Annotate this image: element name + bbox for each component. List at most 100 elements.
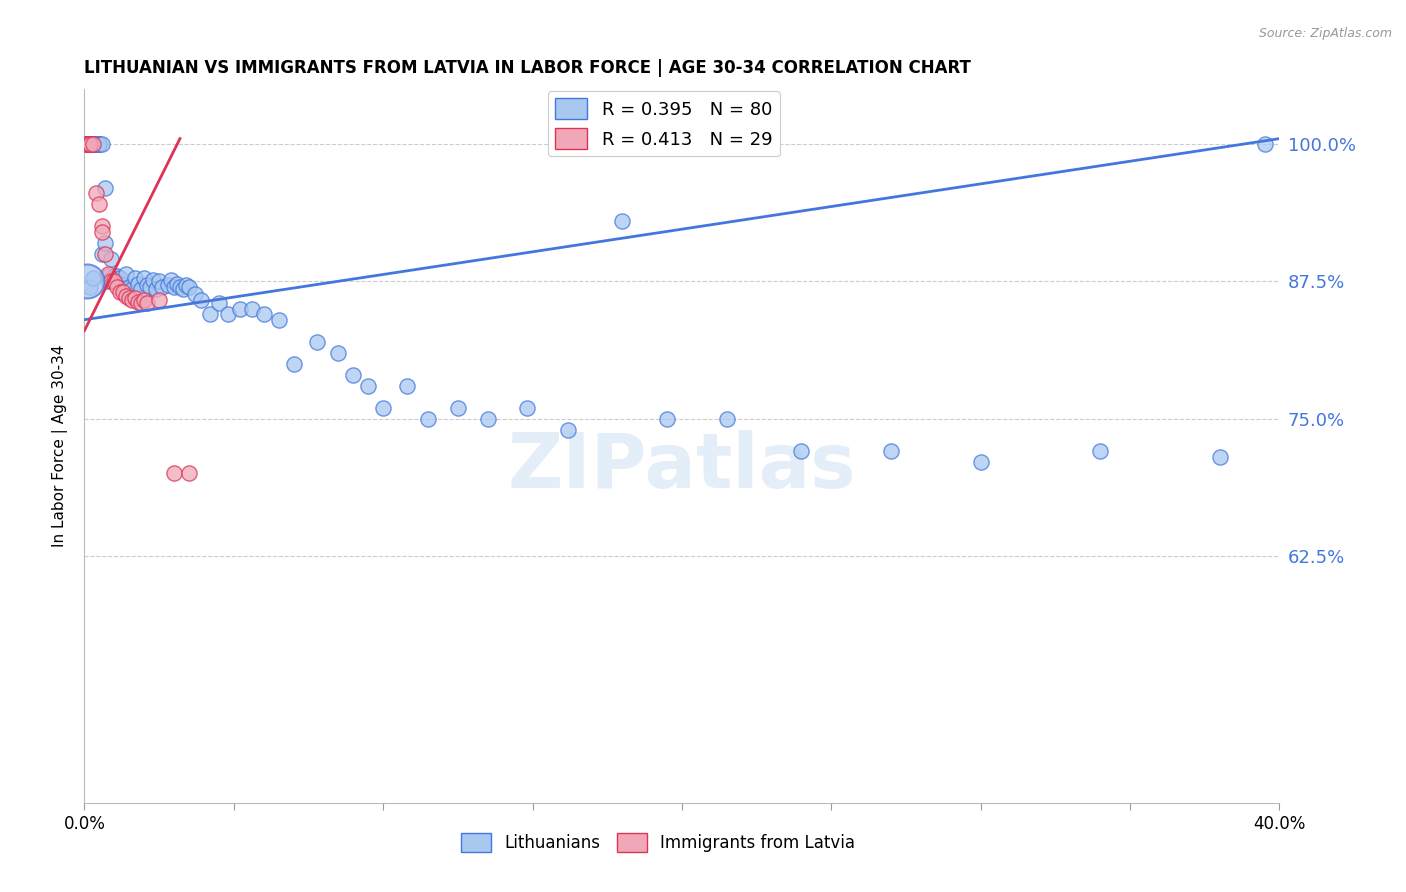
- Point: [97, 268, 120, 283]
- Point: [79, 137, 101, 152]
- Point: [76, 137, 98, 152]
- Point: [124, 291, 146, 305]
- Point: [100, 274, 122, 288]
- Point: [91, 225, 114, 239]
- Point: [136, 296, 159, 310]
- Point: [112, 285, 135, 300]
- Point: [240, 301, 263, 316]
- Point: [121, 282, 143, 296]
- Point: [82, 137, 104, 152]
- Point: [94, 235, 117, 250]
- Point: [79, 137, 101, 152]
- Point: [76, 137, 98, 152]
- Point: [79, 280, 101, 294]
- Point: [267, 312, 290, 326]
- Point: [97, 274, 120, 288]
- Point: [121, 293, 143, 307]
- Point: [396, 378, 419, 392]
- Text: Source: ZipAtlas.com: Source: ZipAtlas.com: [1258, 27, 1392, 40]
- Text: ZIPatlas: ZIPatlas: [508, 431, 856, 504]
- Point: [228, 301, 252, 316]
- Point: [190, 293, 212, 307]
- Point: [105, 280, 128, 294]
- Point: [89, 137, 111, 152]
- Point: [76, 274, 98, 288]
- Point: [148, 274, 170, 288]
- Point: [516, 401, 538, 415]
- Point: [166, 277, 188, 291]
- Point: [357, 378, 380, 392]
- Point: [86, 137, 108, 152]
- Point: [342, 368, 364, 382]
- Point: [283, 357, 305, 371]
- Point: [373, 401, 395, 415]
- Point: [142, 273, 165, 287]
- Point: [160, 273, 183, 287]
- Point: [89, 197, 111, 211]
- Point: [76, 137, 98, 152]
- Point: [76, 137, 98, 152]
- Point: [139, 280, 162, 294]
- Point: [612, 214, 634, 228]
- Y-axis label: In Labor Force | Age 30-34: In Labor Force | Age 30-34: [52, 344, 69, 548]
- Point: [447, 401, 470, 415]
- Point: [115, 267, 138, 281]
- Point: [118, 280, 141, 294]
- Point: [655, 411, 678, 425]
- Point: [91, 137, 114, 152]
- Point: [307, 334, 329, 349]
- Point: [169, 280, 191, 294]
- Point: [124, 271, 146, 285]
- Point: [163, 280, 186, 294]
- Point: [86, 137, 108, 152]
- Point: [110, 271, 132, 285]
- Point: [91, 247, 114, 261]
- Point: [129, 282, 152, 296]
- Point: [1090, 444, 1112, 458]
- Point: [103, 274, 125, 288]
- Point: [91, 219, 114, 234]
- Point: [97, 267, 120, 281]
- Point: [880, 444, 903, 458]
- Point: [150, 280, 173, 294]
- Point: [790, 444, 813, 458]
- Point: [76, 137, 98, 152]
- Point: [148, 293, 170, 307]
- Point: [1253, 137, 1275, 152]
- Point: [76, 137, 98, 152]
- Point: [1209, 450, 1232, 464]
- Point: [110, 285, 132, 300]
- Point: [174, 277, 197, 292]
- Point: [79, 137, 101, 152]
- Point: [129, 296, 152, 310]
- Point: [82, 137, 104, 152]
- Point: [127, 295, 149, 310]
- Point: [82, 137, 104, 152]
- Point: [100, 252, 122, 267]
- Point: [328, 345, 350, 359]
- Point: [82, 271, 104, 285]
- Point: [79, 137, 101, 152]
- Point: [103, 268, 125, 283]
- Point: [177, 467, 200, 481]
- Point: [94, 181, 117, 195]
- Point: [184, 287, 207, 301]
- Point: [86, 137, 108, 152]
- Point: [217, 307, 239, 321]
- Point: [557, 423, 579, 437]
- Point: [132, 293, 156, 307]
- Point: [86, 186, 108, 201]
- Point: [112, 277, 135, 292]
- Point: [76, 137, 98, 152]
- Point: [103, 274, 125, 288]
- Point: [253, 307, 276, 321]
- Point: [127, 277, 149, 291]
- Point: [132, 271, 156, 285]
- Point: [145, 282, 167, 296]
- Point: [82, 137, 104, 152]
- Point: [477, 411, 499, 425]
- Legend: Lithuanians, Immigrants from Latvia: Lithuanians, Immigrants from Latvia: [454, 826, 862, 859]
- Point: [89, 137, 111, 152]
- Point: [177, 280, 200, 294]
- Point: [970, 455, 993, 469]
